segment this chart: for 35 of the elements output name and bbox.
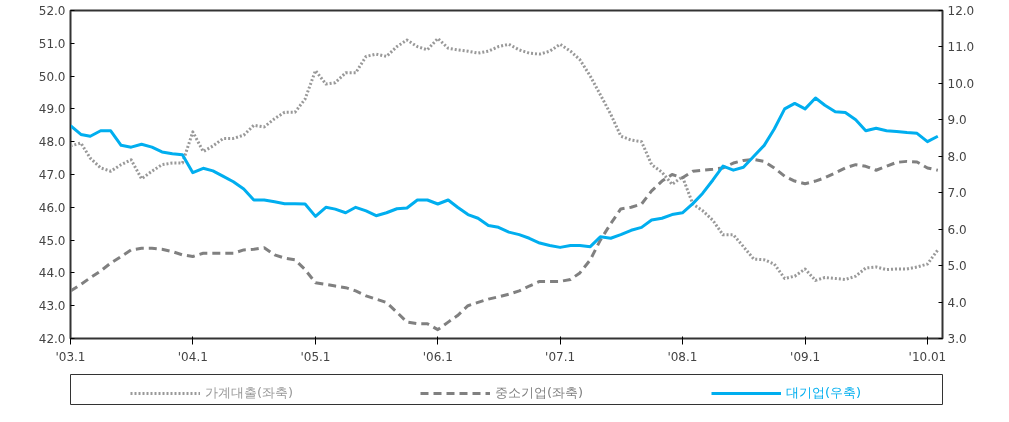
y-tick-label: 45.0 <box>38 233 66 248</box>
y-tick-label: 42.0 <box>38 332 66 346</box>
y2-tick-label: 9.0 <box>947 113 967 128</box>
y-tick-label: 48.0 <box>38 135 66 150</box>
y-tick-label: 44.0 <box>38 266 66 281</box>
x-tick-label: '08.1 <box>667 349 698 364</box>
line-series <box>70 96 940 249</box>
y-tick-label: 49.0 <box>38 102 66 117</box>
y2-tick-label: 5.0 <box>947 259 967 274</box>
x-tick-label: '05.1 <box>300 349 331 364</box>
y2-tick-label: 4.0 <box>947 295 967 310</box>
y-tick-label: 50.0 <box>38 69 66 84</box>
y2-tick-label: 7.0 <box>947 186 967 201</box>
y-tick-label: 52.0 <box>38 4 66 18</box>
x-tick-label: '07.1 <box>545 349 576 364</box>
y2-tick-label: 10.0 <box>947 76 975 91</box>
line-series <box>70 157 940 332</box>
y-tick-label: 47.0 <box>38 168 66 182</box>
y-tick-label: 43.0 <box>38 299 66 314</box>
y-tick-label: 46.0 <box>38 200 66 215</box>
x-tick-label: '09.1 <box>790 349 821 364</box>
x-tick-label: '06.1 <box>422 349 453 364</box>
y2-tick-label: 8.0 <box>947 149 967 164</box>
x-tick-label: '03.1 <box>55 349 86 364</box>
text: 중소기업(좌축) <box>495 384 584 402</box>
text: 가계대출(좌축) <box>205 384 294 402</box>
y2-tick-label: 12.0 <box>947 4 975 18</box>
y2-tick-label: 11.0 <box>947 40 975 55</box>
line-series <box>70 36 940 282</box>
y-tick-label: 51.0 <box>38 36 66 51</box>
text: 대기업(우축) <box>786 384 862 402</box>
y2-tick-label: 6.0 <box>947 222 967 237</box>
y2-tick-label: 3.0 <box>947 332 967 346</box>
x-tick-label: '04.1 <box>177 349 208 364</box>
x-tick-label: '10.01 <box>908 349 947 364</box>
